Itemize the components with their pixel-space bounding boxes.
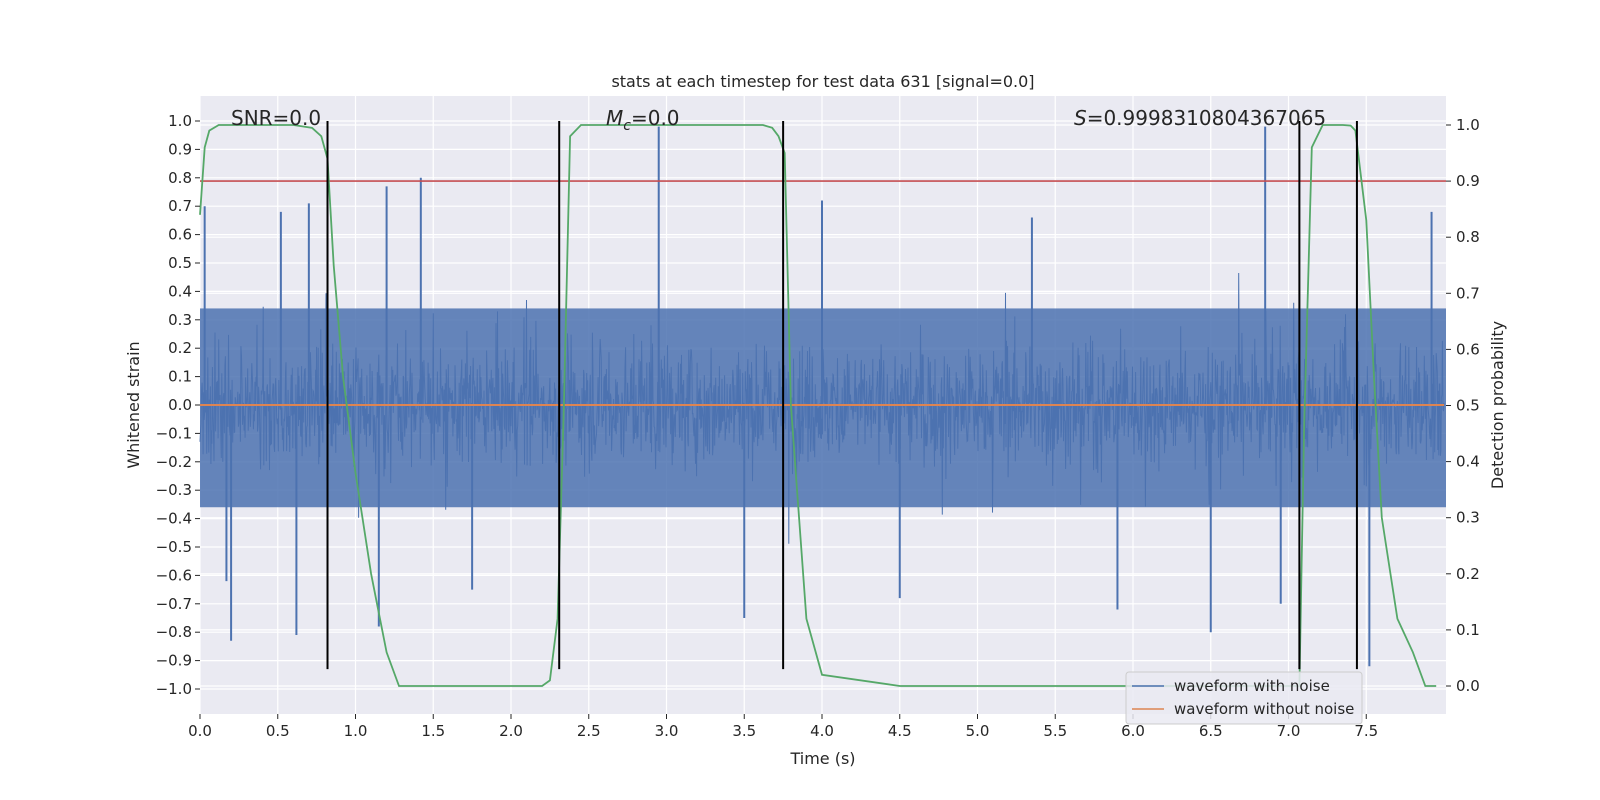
y-tick-label: 0.3 bbox=[168, 311, 192, 329]
x-tick-label: 0.5 bbox=[266, 722, 290, 740]
y-tick-label: 0.4 bbox=[168, 282, 192, 300]
y-right-tick-label: 0.8 bbox=[1456, 228, 1480, 246]
y-tick-label: 0.5 bbox=[168, 254, 192, 272]
y-tick-label: 0.6 bbox=[168, 226, 192, 244]
y-tick-label: 0.0 bbox=[168, 396, 192, 414]
snr-annotation: SNR=0.0 bbox=[231, 106, 321, 130]
y-tick-label: −0.8 bbox=[156, 623, 192, 641]
y-tick-label: 0.8 bbox=[168, 169, 192, 187]
y-tick-label: 0.2 bbox=[168, 339, 192, 357]
y-tick-label: −0.1 bbox=[156, 424, 192, 442]
chirp-mass-annotation: Mc=0.0 bbox=[606, 106, 680, 134]
x-tick-label: 1.0 bbox=[344, 722, 368, 740]
x-tick-label: 4.5 bbox=[888, 722, 912, 740]
y-right-tick-label: 0.4 bbox=[1456, 453, 1480, 471]
legend-box bbox=[1125, 671, 1363, 725]
y-tick-label: −0.6 bbox=[156, 566, 192, 584]
chirp-mass-value: =0.0 bbox=[631, 106, 680, 130]
x-tick-label: 2.0 bbox=[499, 722, 523, 740]
x-tick-label: 6.5 bbox=[1199, 722, 1223, 740]
y-right-tick-label: 0.0 bbox=[1456, 677, 1480, 695]
x-axis-label: Time (s) bbox=[789, 749, 855, 768]
x-tick-label: 3.5 bbox=[732, 722, 756, 740]
legend-label-clean: waveform without noise bbox=[1174, 700, 1354, 718]
chirp-mass-symbol: M bbox=[606, 106, 623, 130]
y-right-axis-label: Detection probability bbox=[1488, 321, 1507, 489]
y-right-tick-label: 0.6 bbox=[1456, 340, 1480, 358]
y-tick-label: −0.2 bbox=[156, 453, 192, 471]
y-tick-label: −1.0 bbox=[156, 680, 192, 698]
score-value: =0.9998310804367065 bbox=[1087, 106, 1326, 130]
y-right-tick-label: 0.3 bbox=[1456, 509, 1480, 527]
legend: waveform with noise waveform without noi… bbox=[1125, 671, 1363, 725]
y-tick-label: −0.7 bbox=[156, 595, 192, 613]
x-tick-label: 4.0 bbox=[810, 722, 834, 740]
y-right-tick-label: 1.0 bbox=[1456, 116, 1480, 134]
x-tick-label: 5.5 bbox=[1043, 722, 1067, 740]
x-tick-label: 3.0 bbox=[655, 722, 679, 740]
x-tick-label: 6.0 bbox=[1121, 722, 1145, 740]
y-tick-label: 0.9 bbox=[168, 140, 192, 158]
x-tick-label: 1.5 bbox=[421, 722, 445, 740]
x-tick-label: 7.0 bbox=[1277, 722, 1301, 740]
y-right-tick-label: 0.2 bbox=[1456, 565, 1480, 583]
y-tick-label: −0.3 bbox=[156, 481, 192, 499]
chart-title: stats at each timestep for test data 631… bbox=[611, 72, 1034, 91]
overlay-lines bbox=[199, 121, 1446, 687]
y-tick-label: 0.7 bbox=[168, 197, 192, 215]
y-right-tick-label: 0.5 bbox=[1456, 397, 1480, 415]
legend-label-noise: waveform with noise bbox=[1174, 677, 1330, 695]
y-right-tick-label: 0.9 bbox=[1456, 172, 1480, 190]
noise-waveform-series bbox=[199, 126, 1446, 667]
y-tick-label: 0.1 bbox=[168, 368, 192, 386]
x-tick-label: 5.0 bbox=[966, 722, 990, 740]
x-tick-label: 0.0 bbox=[188, 722, 212, 740]
chirp-mass-subscript: c bbox=[623, 118, 631, 134]
y-right-tick-label: 0.7 bbox=[1456, 284, 1480, 302]
y-axis-label: Whitened strain bbox=[124, 341, 143, 468]
x-tick-label: 7.5 bbox=[1354, 722, 1378, 740]
y-tick-label: −0.5 bbox=[156, 538, 192, 556]
y-tick-label: 1.0 bbox=[168, 112, 192, 130]
y-tick-label: −0.4 bbox=[156, 510, 192, 528]
y-tick-label: −0.9 bbox=[156, 652, 192, 670]
score-symbol: S bbox=[1074, 106, 1087, 130]
x-tick-label: 2.5 bbox=[577, 722, 601, 740]
axes: 0.0 0.5 1.0 1.5 2.0 2.5 3.0 3.5 4.0 4.5 5.0 5.5 6.0 6… bbox=[156, 112, 1480, 740]
score-annotation: S=0.9998310804367065 bbox=[1074, 106, 1326, 130]
y-right-tick-label: 0.1 bbox=[1456, 621, 1480, 639]
